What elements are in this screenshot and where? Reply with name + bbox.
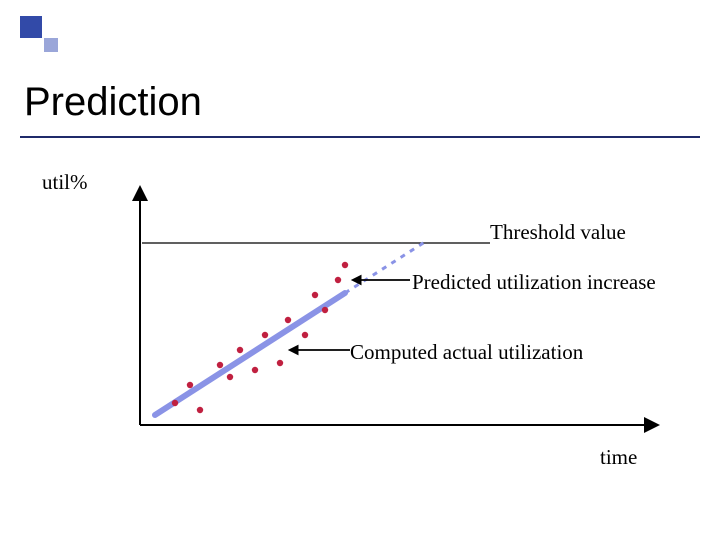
x-axis-label: time bbox=[600, 445, 637, 470]
slide-title: Prediction bbox=[24, 80, 202, 125]
title-divider bbox=[20, 136, 700, 138]
y-axis-label: util% bbox=[42, 170, 88, 195]
prediction-chart bbox=[120, 185, 660, 445]
corner-decoration-icon bbox=[20, 16, 68, 64]
slide: Prediction util% time Threshold value Pr… bbox=[0, 0, 720, 540]
